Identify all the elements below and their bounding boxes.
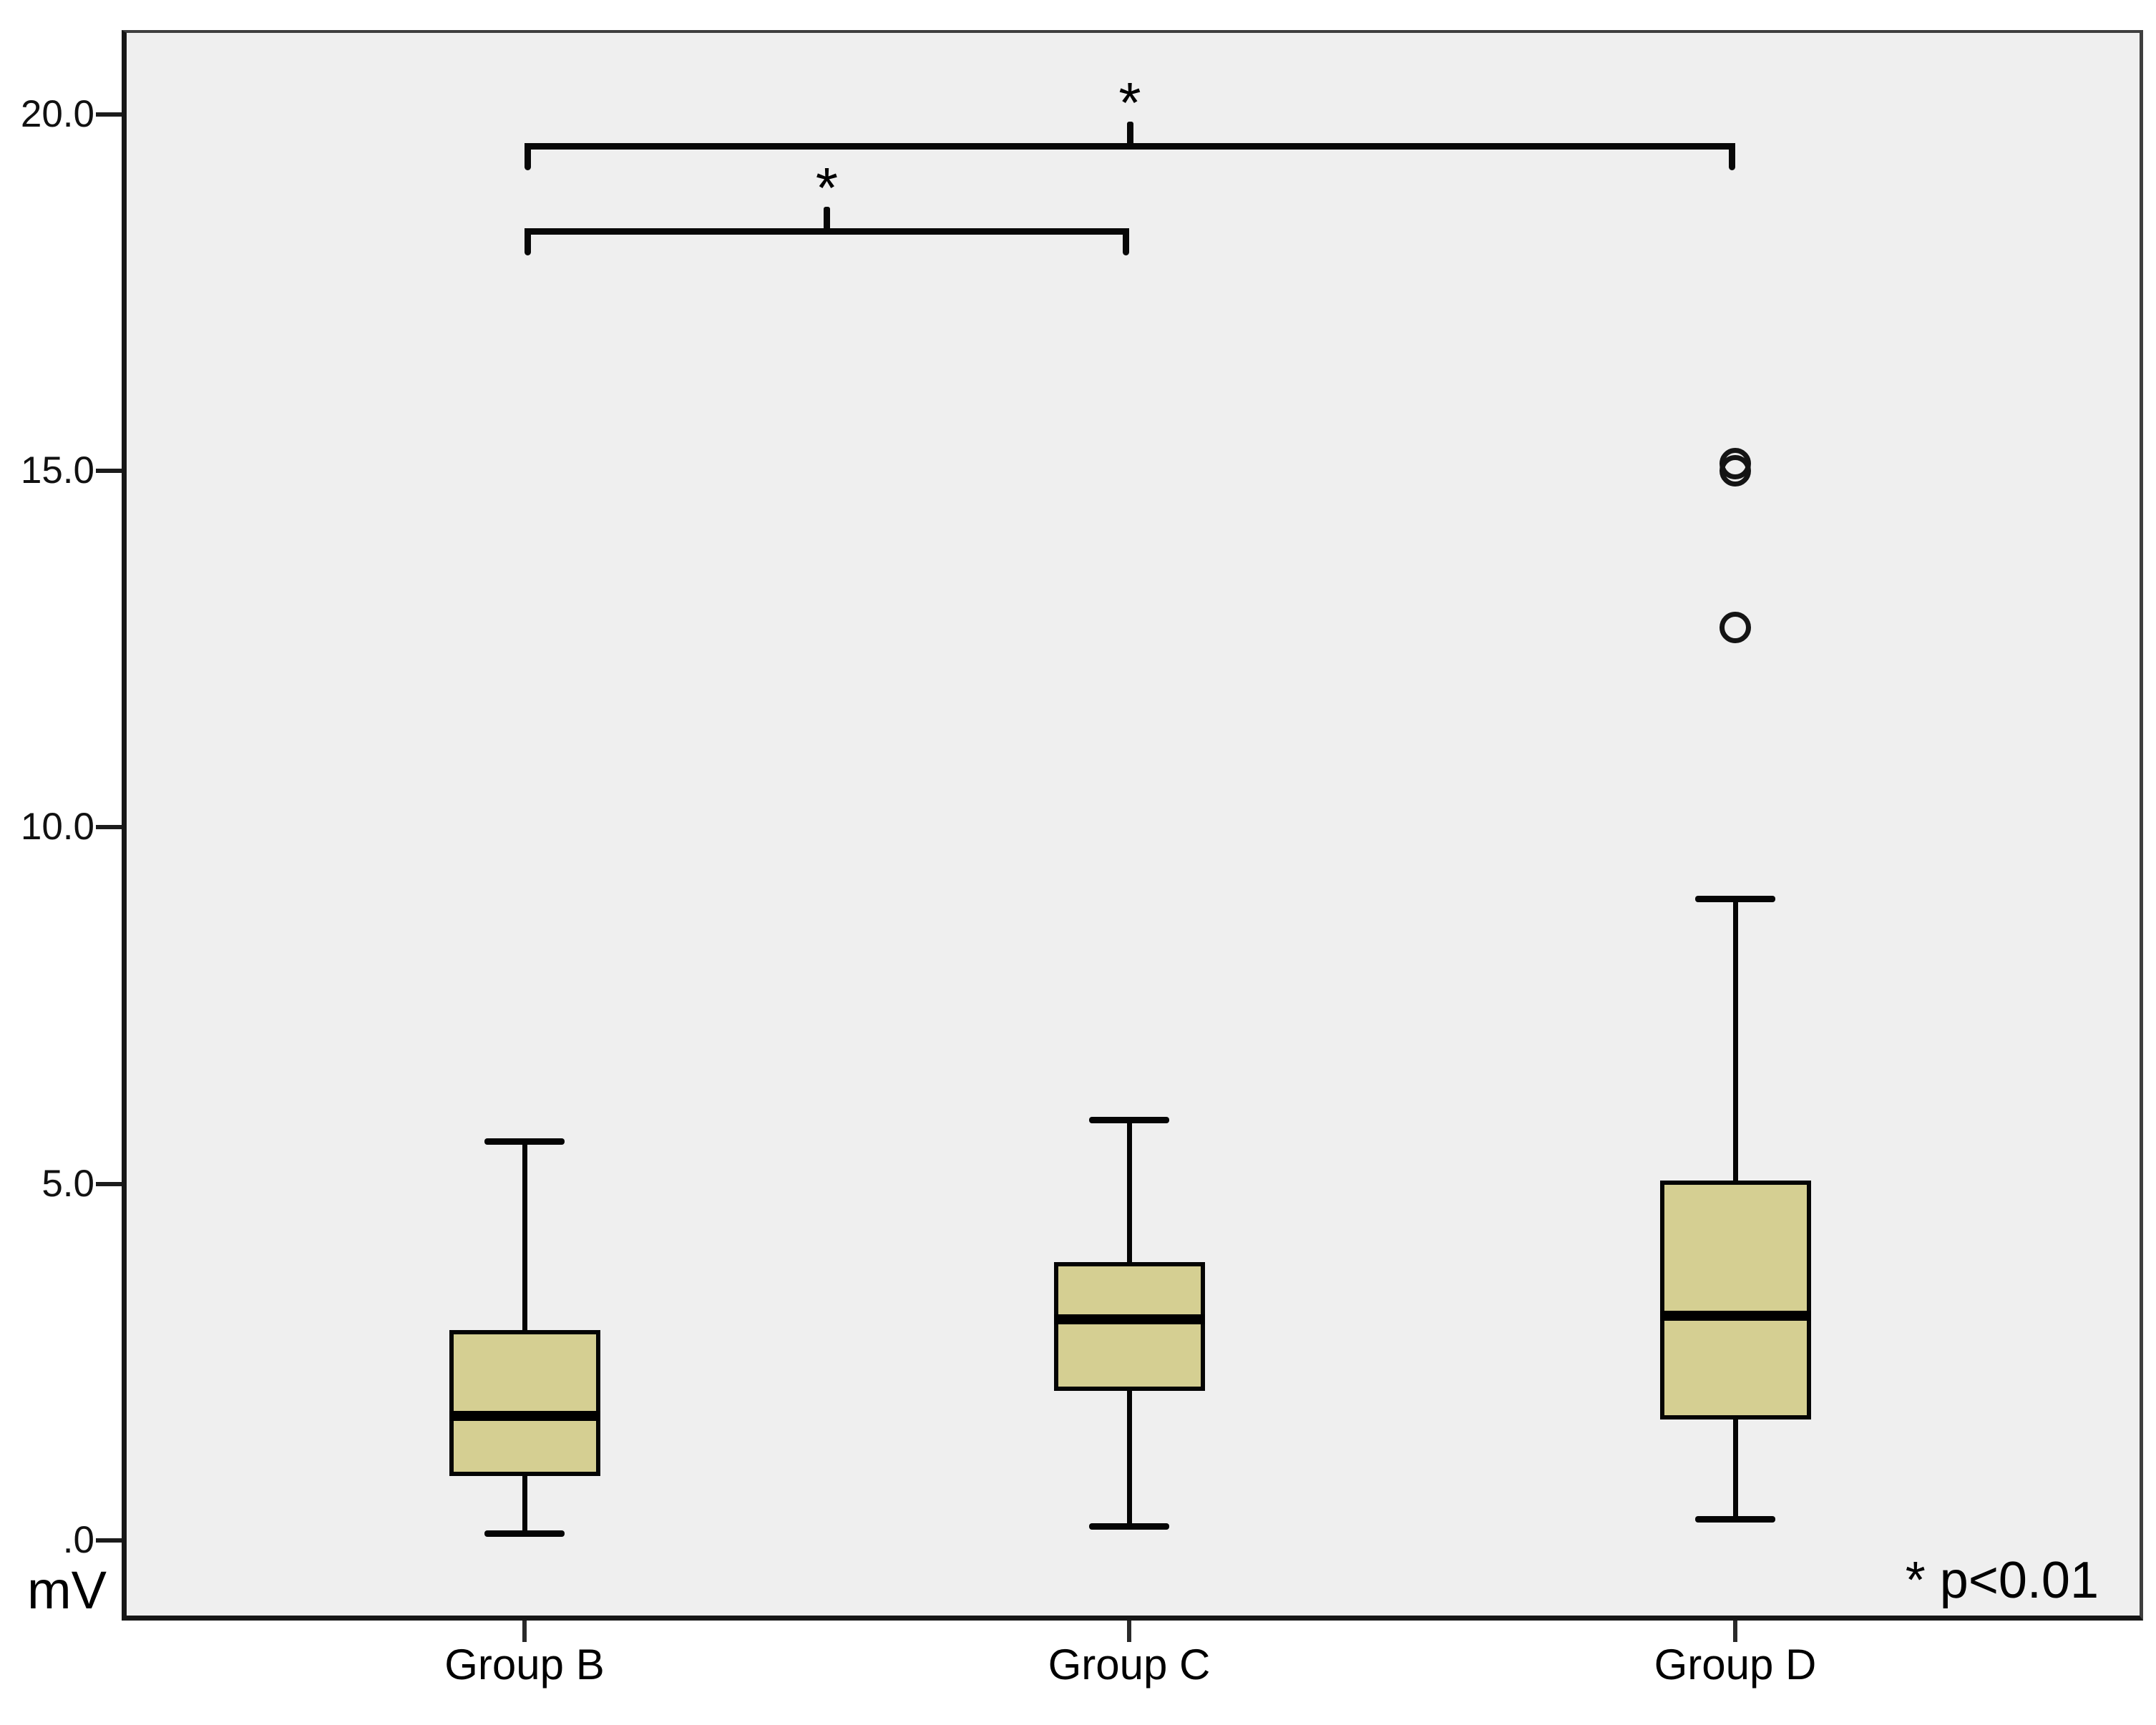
median-line — [1053, 1314, 1205, 1325]
lower-whisker-cap — [1089, 1523, 1169, 1530]
upper-whisker-line — [522, 1140, 527, 1330]
significance-note: * p<0.01 — [1905, 1552, 2099, 1609]
significance-asterisk: * — [1118, 70, 1141, 135]
y-tick-label: 10.0 — [20, 806, 94, 849]
x-category-label: Group C — [1048, 1641, 1211, 1689]
upper-whisker-cap — [1695, 896, 1775, 903]
upper-whisker-cap — [1089, 1117, 1169, 1124]
bracket-center-tick — [1126, 121, 1133, 144]
y-tick-mark — [96, 1181, 122, 1186]
bracket-right-tail — [1729, 142, 1735, 170]
upper-whisker-cap — [484, 1138, 565, 1145]
lower-whisker-line — [522, 1476, 527, 1534]
lower-whisker-line — [1732, 1419, 1738, 1520]
significance-bracket — [525, 228, 1129, 235]
bracket-left-tail — [525, 228, 531, 256]
y-axis-unit-label: mV — [27, 1560, 107, 1620]
outlier-circle — [1720, 612, 1751, 644]
y-tick-label: 15.0 — [20, 449, 94, 492]
y-tick-label: .0 — [62, 1519, 94, 1561]
x-tick-mark — [1733, 1621, 1737, 1642]
median-line — [449, 1410, 600, 1421]
bracket-right-tail — [1123, 228, 1129, 256]
x-tick-mark — [1127, 1621, 1131, 1642]
upper-whisker-line — [1732, 899, 1738, 1181]
y-tick-mark — [96, 1538, 122, 1543]
x-category-label: Group B — [444, 1641, 605, 1689]
upper-whisker-line — [1126, 1120, 1132, 1263]
bracket-left-tail — [525, 142, 531, 170]
lower-whisker-line — [1126, 1390, 1132, 1527]
bracket-center-tick — [824, 207, 830, 230]
y-tick-mark — [96, 112, 122, 117]
significance-asterisk: * — [815, 156, 839, 220]
lower-whisker-cap — [484, 1530, 565, 1538]
y-tick-label: 20.0 — [20, 92, 94, 135]
box — [449, 1330, 600, 1477]
y-tick-mark — [96, 469, 122, 474]
y-tick-mark — [96, 825, 122, 830]
x-category-label: Group D — [1654, 1641, 1817, 1689]
x-tick-mark — [522, 1621, 527, 1642]
box — [1659, 1180, 1811, 1419]
median-line — [1659, 1311, 1811, 1321]
significance-bracket — [525, 142, 1735, 150]
lower-whisker-cap — [1695, 1516, 1775, 1523]
box — [1053, 1262, 1205, 1391]
y-tick-label: 5.0 — [42, 1162, 94, 1205]
outlier-circle — [1720, 455, 1751, 487]
